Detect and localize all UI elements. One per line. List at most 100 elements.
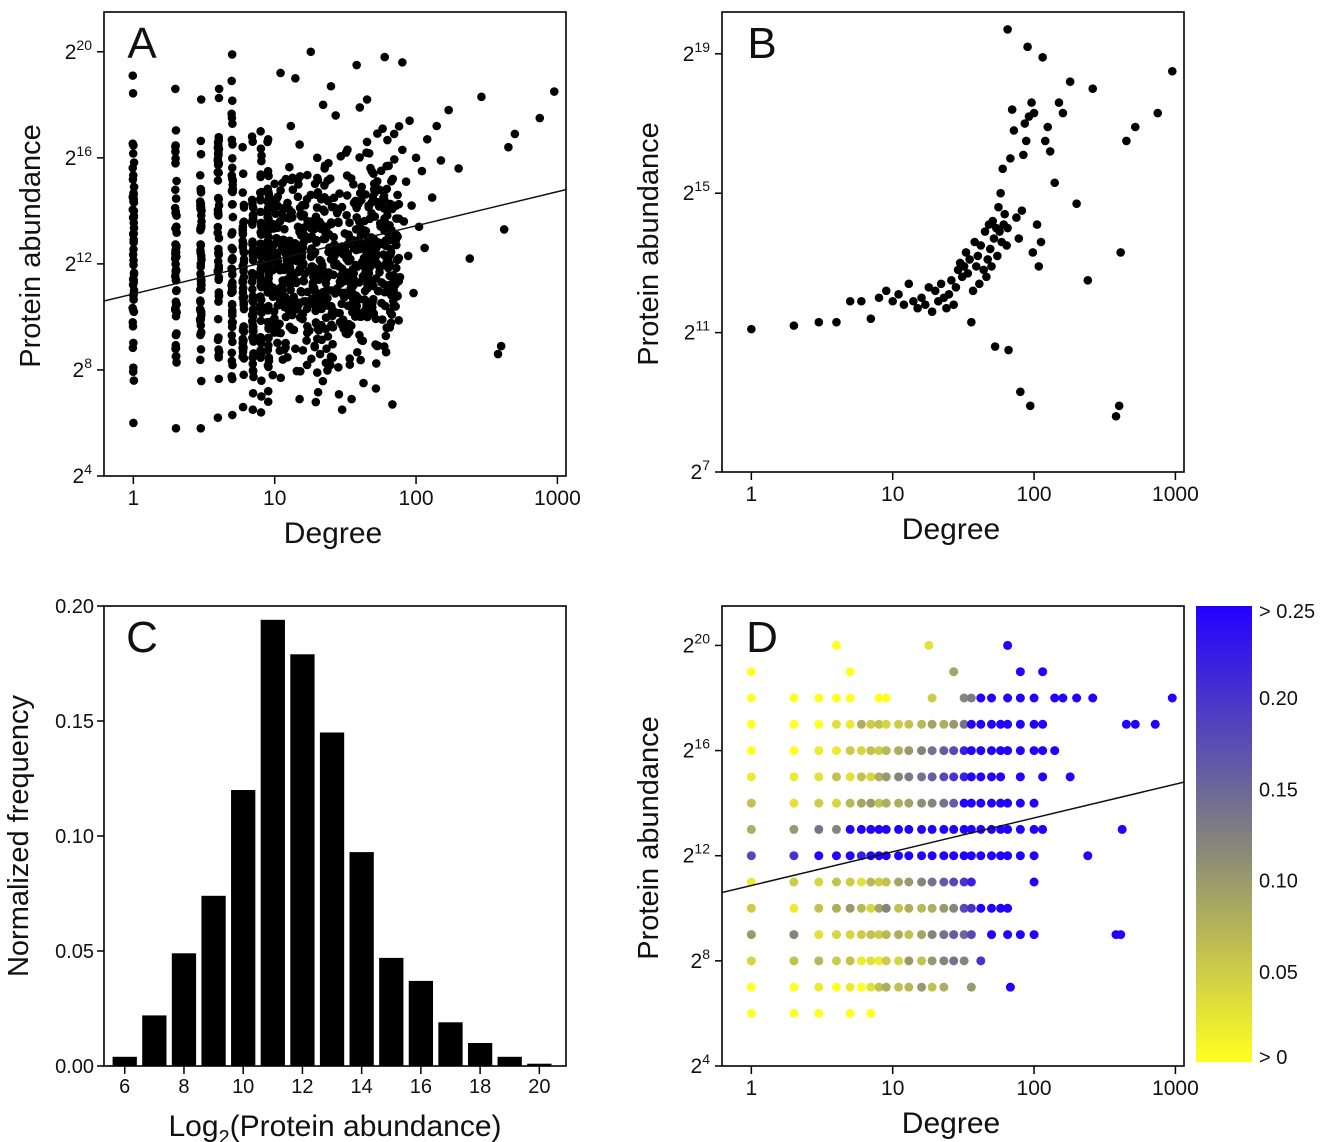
data-point [263,386,273,396]
data-point [959,693,969,703]
colorbar-tick-label: > 0 [1259,1047,1287,1069]
data-point [917,719,927,729]
data-point [856,824,866,834]
y-tick-label: 0.15 [55,711,94,733]
data-point [888,296,898,306]
data-point [248,137,257,146]
data-point [1000,209,1010,219]
data-point [401,177,411,186]
x-tick-label: 1 [746,483,758,506]
data-point [129,223,139,233]
data-point [228,176,238,186]
data-point [966,851,976,861]
data-point [248,333,258,343]
data-point [1045,147,1055,156]
data-point [196,330,205,340]
y-tick-base: 2 [684,322,696,345]
data-point [454,164,463,173]
data-point [866,956,876,966]
data-point [355,153,364,162]
data-point [856,903,866,913]
data-point [304,266,314,276]
data-point [881,930,891,940]
data-point [1023,42,1032,52]
data-point [171,207,181,217]
data-point [228,337,237,347]
data-point [980,227,990,236]
plot-frame [721,605,1185,1067]
histogram-bar [408,980,434,1066]
data-point [347,394,356,404]
data-point [959,930,969,940]
data-point [358,336,368,346]
data-point [256,295,266,304]
data-point [976,798,986,808]
data-point [238,169,248,178]
data-point [238,188,248,197]
y-tick-exponent: 7 [702,457,710,473]
data-point [318,100,328,110]
y-tick-base: 2 [73,359,85,382]
data-point [866,824,876,834]
data-point [196,345,206,354]
x-tick-label: 1000 [1152,483,1199,506]
data-point [317,335,327,345]
data-point [866,746,876,756]
histogram-bar [290,654,315,1066]
data-point [866,772,876,782]
data-point [228,410,237,420]
data-point [196,262,206,272]
data-point [362,137,372,147]
data-point [248,367,258,376]
data-point [263,166,273,176]
data-point [129,158,139,167]
data-point [939,930,949,940]
data-point [831,930,841,940]
data-point [299,238,308,247]
data-point [924,283,934,292]
y-tick-base: 2 [65,253,77,276]
data-point [881,719,891,729]
x-tick-label: 100 [399,487,434,510]
x-axis-label: Degree [902,513,1000,546]
data-point [214,132,224,142]
data-point [227,307,237,317]
data-point [976,903,986,913]
data-point [286,121,296,131]
data-point [832,317,841,327]
data-point [364,148,374,158]
data-point [966,982,976,992]
data-point [128,193,138,202]
data-point [894,851,904,861]
data-point [927,903,937,913]
data-point [391,263,401,273]
data-point [1058,693,1068,703]
data-point [214,250,224,259]
data-point [248,327,258,336]
data-point [302,336,311,345]
data-point [936,279,946,289]
data-point [227,331,237,340]
data-point [746,667,756,677]
data-point [904,772,914,782]
data-point [420,243,429,253]
data-point [968,286,978,296]
data-point [380,301,390,311]
data-point [909,296,918,306]
y-tick-exponent: 16 [76,143,92,159]
data-point [228,360,237,370]
data-point [1015,824,1025,834]
data-point [264,353,274,363]
plot-frame [721,11,1185,473]
data-point [1029,877,1039,887]
data-point [196,224,205,233]
data-point [987,746,997,756]
data-point [866,877,876,887]
y-tick-exponent: 16 [694,736,710,752]
data-point [395,272,405,282]
data-point [345,327,354,337]
data-point [959,824,969,834]
data-point [973,251,983,261]
data-point [904,982,914,992]
y-tick-label: 24 [691,1051,711,1078]
